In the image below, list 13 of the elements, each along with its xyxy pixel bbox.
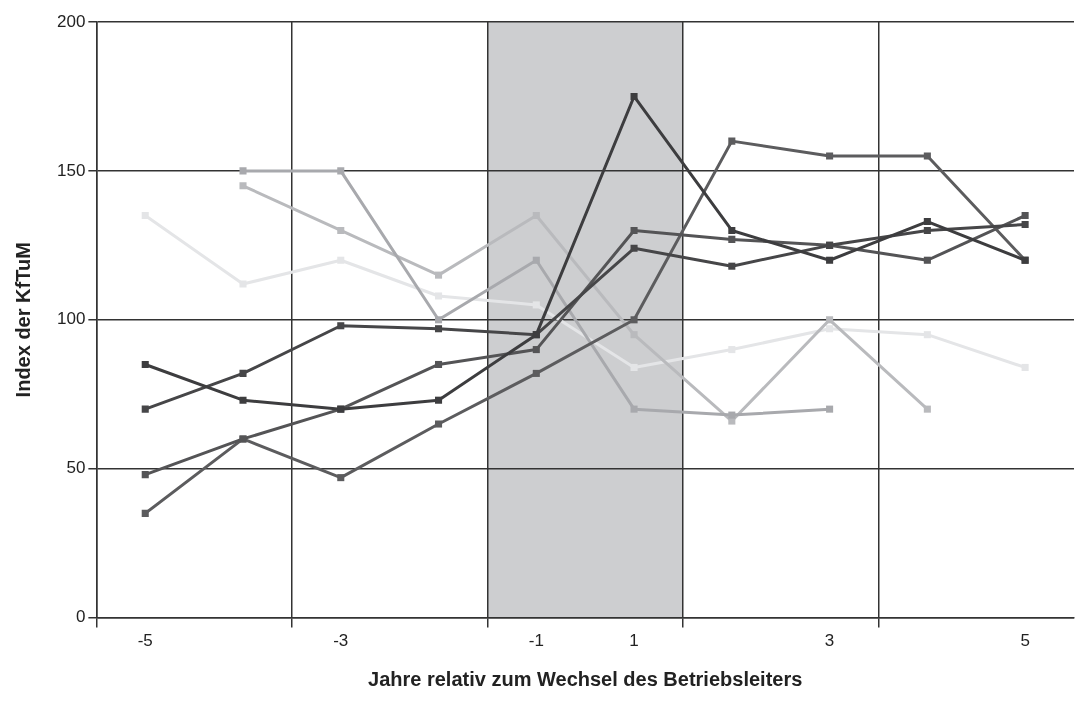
y-tick-label: 50 — [66, 458, 86, 478]
y-tick-label: 100 — [56, 309, 86, 329]
y-tick-label: 150 — [56, 160, 86, 180]
y-axis-title: Index der KfTuM — [11, 242, 34, 398]
x-tick-label: -3 — [333, 631, 349, 651]
x-axis-title: Jahre relativ zum Wechsel des Betriebsleiters — [368, 667, 803, 690]
x-tick-label: -5 — [137, 631, 153, 651]
y-tick-label: 0 — [75, 607, 86, 627]
x-tick-label: 3 — [824, 631, 835, 651]
x-tick-label: 5 — [1020, 631, 1030, 651]
x-tick-label: -1 — [528, 631, 544, 651]
x-tick-label: 1 — [629, 631, 639, 651]
y-tick-label: 200 — [56, 11, 86, 31]
